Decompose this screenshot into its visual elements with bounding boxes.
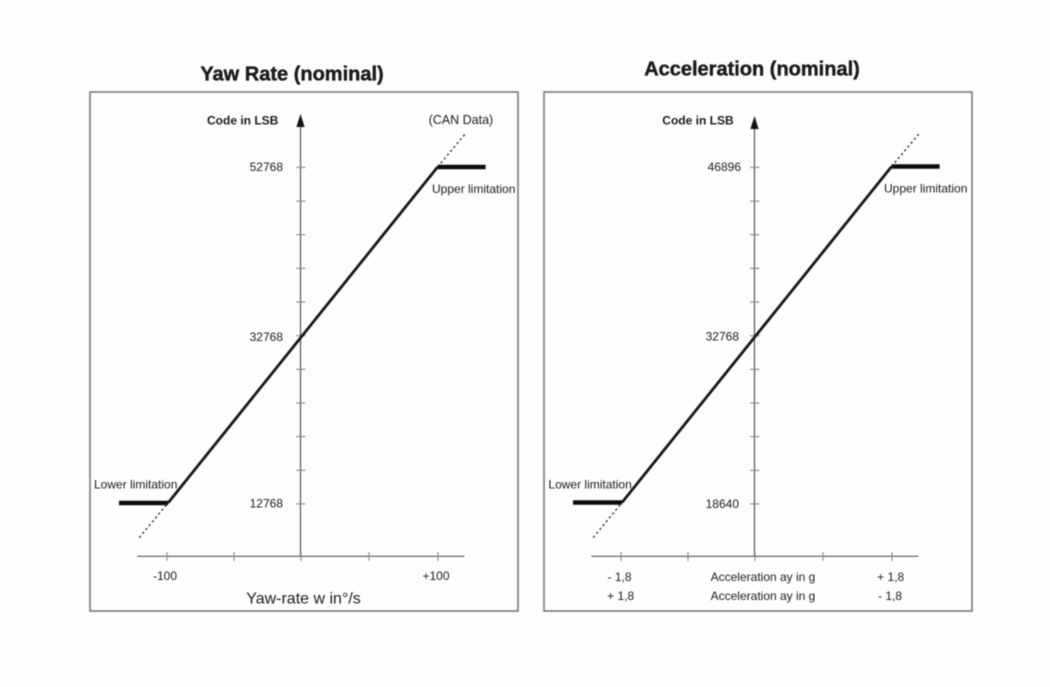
svg-text:+100: +100: [422, 569, 449, 583]
svg-text:Acceleration ay in g: Acceleration ay in g: [711, 570, 816, 584]
svg-text:18640: 18640: [706, 497, 740, 511]
svg-text:-100: -100: [153, 569, 177, 583]
svg-text:- 1,8: - 1,8: [607, 570, 631, 584]
svg-text:46896: 46896: [708, 160, 742, 174]
svg-text:Code in LSB: Code in LSB: [207, 114, 279, 128]
svg-text:+ 1,8: + 1,8: [877, 570, 904, 584]
svg-text:Acceleration ay in g: Acceleration ay in g: [711, 589, 816, 603]
svg-text:32768: 32768: [250, 330, 284, 344]
svg-text:Yaw-rate w in°/s: Yaw-rate w in°/s: [246, 591, 361, 608]
svg-text:- 1,8: - 1,8: [878, 589, 902, 603]
svg-text:52768: 52768: [250, 160, 284, 174]
svg-text:Upper limitation: Upper limitation: [884, 182, 967, 196]
svg-text:Lower limitation: Lower limitation: [548, 478, 631, 492]
svg-text:Code in LSB: Code in LSB: [662, 114, 734, 128]
svg-text:Yaw Rate (nominal): Yaw Rate (nominal): [200, 64, 383, 86]
svg-text:Lower limitation: Lower limitation: [94, 478, 177, 492]
svg-text:Acceleration (nominal): Acceleration (nominal): [644, 59, 860, 81]
svg-text:12768: 12768: [250, 497, 284, 511]
svg-text:(CAN Data): (CAN Data): [429, 113, 494, 127]
svg-text:Upper limitation: Upper limitation: [432, 182, 515, 196]
svg-text:+ 1,8: + 1,8: [607, 589, 634, 603]
svg-text:32768: 32768: [706, 330, 740, 344]
